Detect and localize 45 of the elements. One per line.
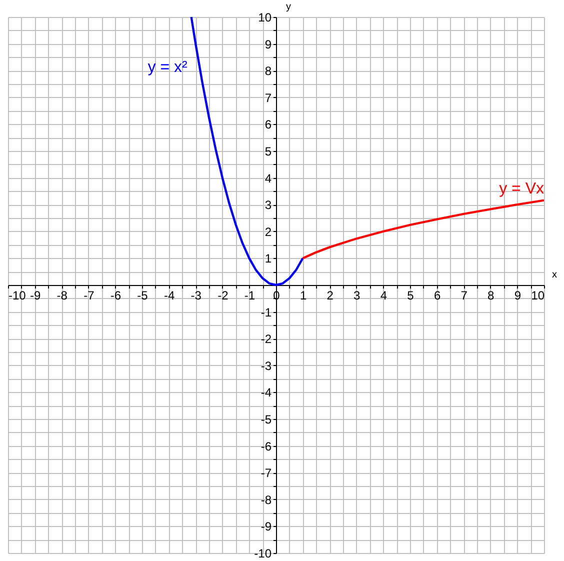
x-tick-label: -3 xyxy=(190,288,202,302)
y-tick-label: -1 xyxy=(260,305,272,320)
y-tick-label: 10 xyxy=(258,10,272,24)
y-tick-label: -6 xyxy=(260,439,272,454)
y-tick-label: 3 xyxy=(264,198,272,212)
x-axis-title: x xyxy=(552,270,557,280)
x-tick-label: 6 xyxy=(434,288,441,302)
y-tick-label: 8 xyxy=(264,64,272,78)
x-tick-label: -9 xyxy=(30,288,41,302)
y-tick-label: -8 xyxy=(260,492,272,507)
x-tick-label: 10 xyxy=(531,288,545,302)
line-series xyxy=(302,199,544,260)
x-tick-label: -7 xyxy=(84,288,95,302)
x-tick-label: 1 xyxy=(300,288,307,302)
y-tick-label: 4 xyxy=(264,171,272,186)
series-label: y = x² xyxy=(148,59,188,76)
y-tick-label: 9 xyxy=(264,37,272,52)
x-tick-label: 5 xyxy=(407,288,414,302)
y-tick-label: 2 xyxy=(264,224,272,239)
series-label: y = Vx xyxy=(499,180,544,198)
x-tick-label: -8 xyxy=(56,288,68,302)
x-tick-label: 8 xyxy=(488,288,495,302)
x-tick-label: 9 xyxy=(514,288,522,302)
y-tick-label: 5 xyxy=(264,144,272,158)
x-tick-label: -5 xyxy=(137,288,148,302)
x-tick-label: -10 xyxy=(8,288,26,302)
y-tick-label: -3 xyxy=(260,358,272,373)
y-tick-label: 6 xyxy=(264,118,272,132)
x-tick-label: 3 xyxy=(354,288,361,302)
y-tick-label: -7 xyxy=(260,466,272,480)
y-tick-label: -5 xyxy=(260,412,272,426)
x-tick-label: 4 xyxy=(380,288,388,302)
x-tick-label: -1 xyxy=(244,288,256,302)
y-tick-label: -9 xyxy=(260,520,272,534)
y-tick-label: -4 xyxy=(260,386,272,400)
y-tick-label: 1 xyxy=(264,252,272,266)
y-tick-label: 7 xyxy=(264,90,272,105)
x-tick-label: 7 xyxy=(460,288,468,302)
x-tick-label: -6 xyxy=(110,288,122,302)
y-tick-label: -10 xyxy=(254,546,272,560)
x-tick-label: 2 xyxy=(326,288,334,302)
y-axis-title: y xyxy=(286,2,291,12)
y-tick-label: -2 xyxy=(260,332,272,346)
x-tick-label: -2 xyxy=(218,288,229,302)
x-tick-label: -4 xyxy=(164,288,175,302)
